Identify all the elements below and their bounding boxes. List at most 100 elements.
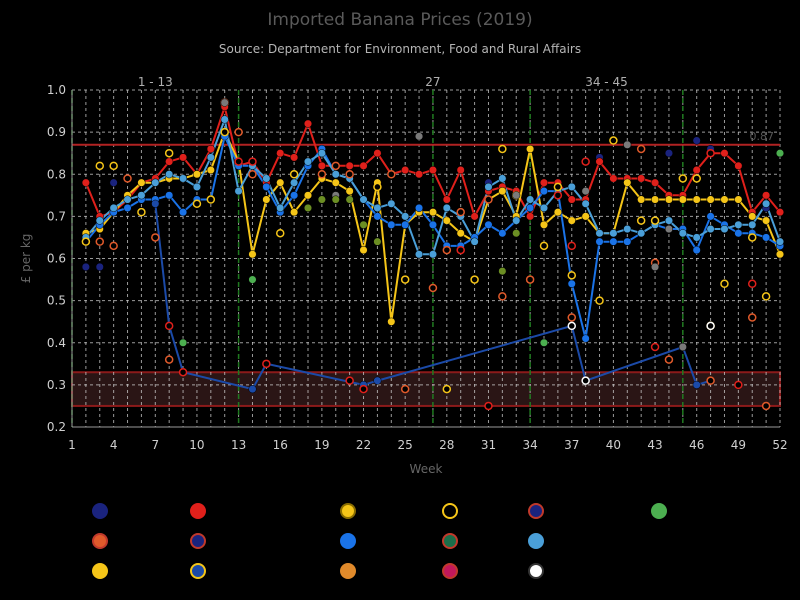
data-point-12 [498,267,507,276]
data-point-2 [734,161,743,170]
data-point-3 [331,178,340,187]
data-point-5 [595,229,604,238]
data-point-8 [109,241,118,251]
data-point-2 [651,178,660,187]
data-point-5 [637,229,646,238]
data-point-6 [248,385,257,394]
data-point-3 [720,195,729,204]
data-point-9 [761,292,771,301]
data-point-4 [401,220,410,229]
data-point-4 [179,208,188,217]
data-point-9 [109,161,118,171]
data-point-13 [706,321,715,331]
data-point-9 [137,207,146,217]
data-point-2 [442,195,451,204]
data-point-8 [498,292,507,301]
data-point-2 [470,212,479,221]
data-point-4 [595,237,604,246]
data-point-5 [664,216,673,225]
data-point-5 [623,224,632,234]
data-point-2 [567,195,576,204]
data-point-3 [581,212,590,221]
data-point-9 [220,127,229,137]
data-point-2 [595,157,604,166]
y-tick-label: 1.0 [47,83,66,97]
data-point-5 [484,182,493,191]
data-point-8 [567,313,577,322]
data-point-4 [373,212,382,221]
data-point-3 [526,144,535,154]
data-point-2 [762,191,771,200]
data-point-9 [400,275,410,284]
data-point-12 [512,229,521,238]
data-point-12 [345,195,354,204]
data-point-8 [248,170,257,179]
x-tick-label: 7 [151,438,159,452]
band-label: 1 - 13 [138,75,173,89]
data-point-5 [512,216,521,225]
data-point-2 [415,170,424,179]
data-point-11 [678,342,687,352]
data-point-2 [276,149,285,158]
y-tick-label: 0.6 [47,252,66,266]
data-point-5 [692,233,701,242]
data-point-4 [567,279,576,288]
data-point-5 [109,203,118,212]
data-point-9 [498,144,507,154]
data-point-8 [747,313,757,322]
data-point-2 [456,165,465,175]
data-point-10 [248,157,257,166]
data-point-3 [623,178,632,187]
data-point-8 [442,245,452,255]
data-point-3 [456,229,465,238]
data-point-5 [220,115,229,124]
data-point-3 [428,208,437,217]
data-point-2 [401,165,410,175]
data-point-5 [262,174,271,183]
data-point-8 [317,170,327,179]
band-label: 34 - 45 [585,75,628,89]
data-point-3 [553,208,562,217]
data-point-7 [775,149,785,158]
data-point-5 [748,220,757,229]
data-point-7 [248,275,257,284]
data-point-2 [345,161,354,170]
data-point-8 [484,195,493,204]
data-point-13 [567,321,577,331]
data-point-5 [734,220,743,229]
data-point-8 [706,376,715,385]
data-point-10 [553,191,563,200]
data-point-5 [428,250,437,259]
x-plot-line-label: 27 [425,75,440,89]
x-tick-label: 25 [398,438,413,452]
data-point-8 [525,275,535,284]
data-point-2 [526,212,535,221]
data-point-4 [526,203,535,212]
data-point-2 [637,174,646,183]
data-point-9 [289,170,299,179]
data-point-5 [387,199,396,208]
data-point-4 [123,203,132,212]
data-point-10 [178,367,188,377]
data-point-3 [290,208,299,217]
data-point-3 [775,250,785,259]
y-tick-label: 0.4 [47,336,66,350]
data-point-2 [303,119,313,128]
data-point-5 [165,170,174,179]
data-point-9 [164,148,174,158]
y-axis-title: £ per kg [19,234,33,284]
data-point-2 [539,178,549,187]
data-point-4 [692,246,701,255]
data-point-3 [637,195,646,204]
data-point-5 [290,178,299,187]
data-point-8 [456,207,465,217]
x-tick-label: 16 [273,438,288,452]
data-point-6 [151,199,160,208]
data-point-2 [692,165,701,175]
y-tick-label: 0.7 [47,209,66,223]
data-point-5 [95,216,104,225]
data-point-6 [692,380,701,389]
data-point-2 [179,153,188,162]
data-point-3 [387,317,396,326]
data-point-11 [581,187,590,196]
